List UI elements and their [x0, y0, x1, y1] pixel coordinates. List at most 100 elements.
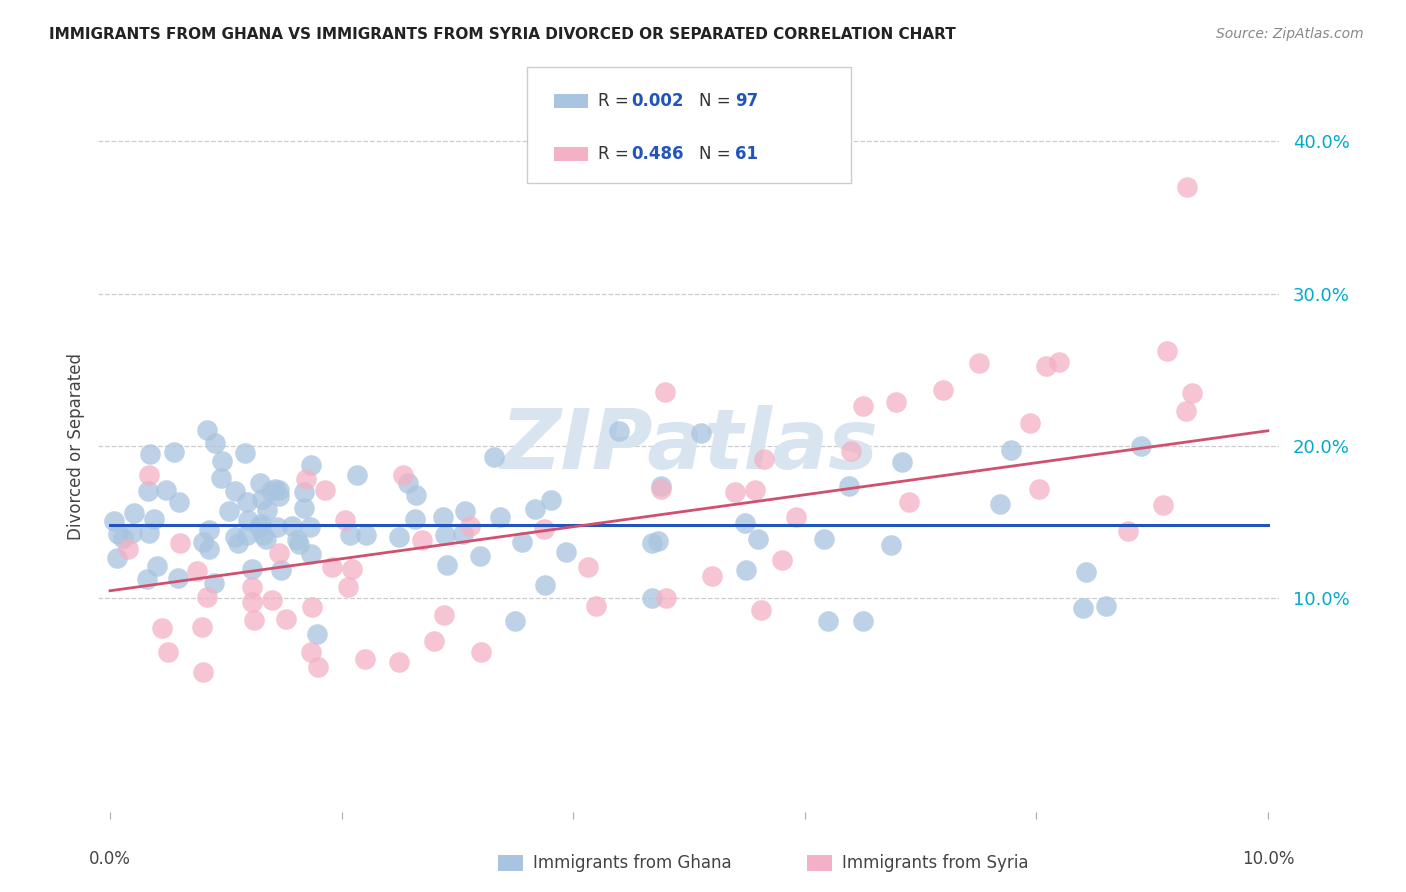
Point [890, 455, 912, 469]
Point [249, 475, 271, 490]
Point [166, 571, 188, 585]
Point [433, 528, 456, 542]
Point [236, 513, 259, 527]
Point [121, 526, 143, 541]
Point [155, 483, 177, 497]
Point [107, 527, 129, 541]
Point [254, 532, 277, 546]
Point [138, 525, 160, 540]
Point [307, 660, 329, 674]
Point [969, 356, 991, 370]
Point [898, 495, 921, 509]
Text: 97: 97 [735, 92, 759, 110]
Point [285, 533, 308, 547]
Point [240, 581, 263, 595]
Point [240, 595, 263, 609]
Point [609, 424, 631, 438]
Text: ZIPatlas: ZIPatlas [501, 406, 877, 486]
Point [301, 600, 323, 615]
Point [226, 536, 249, 550]
Text: 61: 61 [735, 145, 758, 163]
Point [195, 423, 218, 437]
Point [191, 534, 214, 549]
Point [169, 536, 191, 550]
Text: N =: N = [699, 145, 735, 163]
Point [839, 444, 862, 458]
Point [198, 541, 221, 556]
Point [1152, 498, 1174, 512]
Point [292, 485, 315, 500]
Point [460, 519, 482, 533]
Point [135, 572, 157, 586]
Point [299, 645, 322, 659]
Point [243, 613, 266, 627]
Point [650, 482, 672, 496]
Point [1116, 524, 1139, 539]
Point [321, 559, 343, 574]
Point [299, 547, 322, 561]
Point [880, 539, 903, 553]
Point [1094, 599, 1116, 613]
Point [260, 592, 283, 607]
Point [1018, 416, 1040, 430]
Point [354, 528, 377, 542]
Point [353, 652, 375, 666]
Point [751, 602, 773, 616]
Point [1049, 355, 1071, 369]
Point [576, 560, 599, 574]
Point [1129, 439, 1152, 453]
Point [197, 523, 219, 537]
Point [432, 510, 454, 524]
Point [396, 475, 419, 490]
Point [470, 645, 492, 659]
Text: Immigrants from Ghana: Immigrants from Ghana [533, 854, 731, 871]
Point [266, 520, 288, 534]
Point [224, 530, 246, 544]
Point [752, 451, 775, 466]
Point [211, 453, 233, 467]
Point [436, 558, 458, 573]
Point [555, 545, 578, 559]
Point [202, 576, 225, 591]
Point [852, 614, 875, 628]
Point [785, 510, 807, 524]
Point [218, 504, 240, 518]
Point [735, 563, 758, 577]
Point [817, 614, 839, 628]
Point [404, 512, 426, 526]
Point [700, 568, 723, 582]
Point [269, 546, 291, 560]
Point [1071, 600, 1094, 615]
Point [274, 612, 297, 626]
Point [105, 551, 128, 566]
Point [468, 549, 491, 564]
Point [236, 527, 259, 541]
Point [152, 621, 174, 635]
Text: N =: N = [699, 92, 735, 110]
Point [423, 634, 446, 648]
Point [451, 527, 474, 541]
Text: IMMIGRANTS FROM GHANA VS IMMIGRANTS FROM SYRIA DIVORCED OR SEPARATED CORRELATION: IMMIGRANTS FROM GHANA VS IMMIGRANTS FROM… [49, 27, 956, 42]
Point [340, 562, 363, 576]
Point [533, 522, 555, 536]
Point [136, 484, 159, 499]
Point [186, 564, 208, 578]
Point [269, 489, 291, 503]
Point [103, 514, 125, 528]
Point [122, 506, 145, 520]
Point [744, 483, 766, 498]
Point [884, 394, 907, 409]
Point [163, 445, 186, 459]
Point [988, 497, 1011, 511]
Point [540, 493, 562, 508]
Point [307, 627, 329, 641]
Point [1175, 180, 1198, 194]
Point [523, 501, 546, 516]
Point [191, 665, 214, 679]
Point [143, 512, 166, 526]
Point [270, 563, 292, 577]
Point [339, 528, 361, 542]
Text: Immigrants from Syria: Immigrants from Syria [842, 854, 1029, 871]
Point [1076, 566, 1098, 580]
Text: Source: ZipAtlas.com: Source: ZipAtlas.com [1216, 27, 1364, 41]
